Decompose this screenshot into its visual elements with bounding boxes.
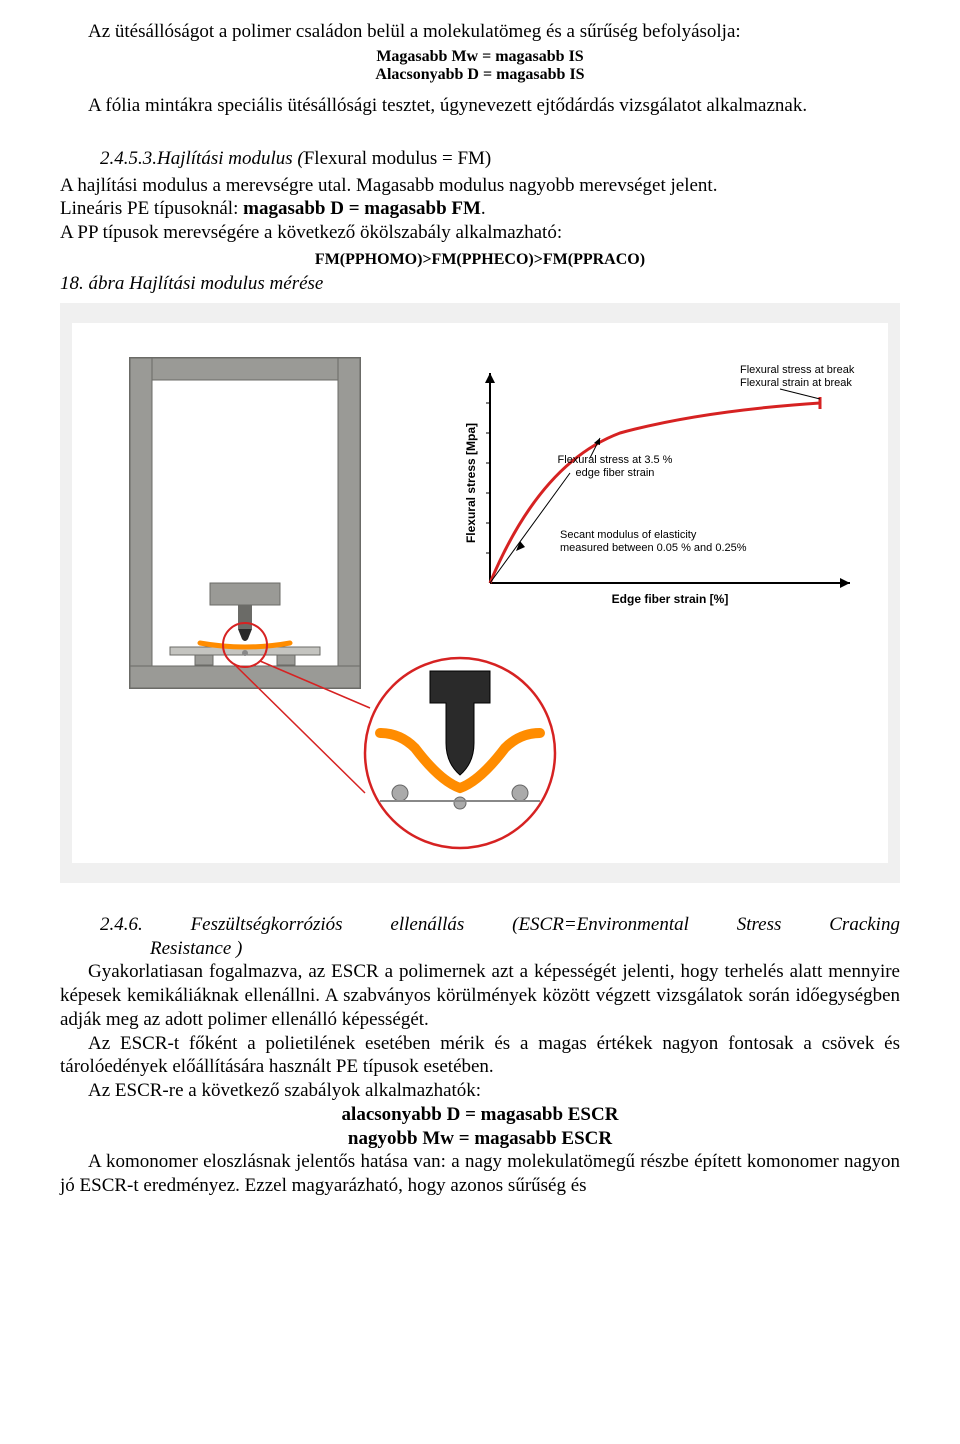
support-foot-left	[195, 655, 213, 665]
figure-18-svg: Flexural stress [Mpa] Edge fiber strain …	[60, 303, 900, 883]
sec246-word-c: (ESCR=Environmental	[512, 913, 689, 937]
paragraph-escr-pe: Az ESCR-t főként a polietilének esetében…	[60, 1032, 900, 1080]
annot3-line1: Secant modulus of elasticity	[560, 529, 697, 541]
paragraph-dart-test: A fólia mintákra speciális ütésállósági …	[60, 94, 900, 118]
annot2-line2: Flexural strain at break	[740, 377, 852, 389]
detail-ball-left	[392, 785, 408, 801]
escr-rule-2: nagyobb Mw = magasabb ESCR	[60, 1127, 900, 1151]
impact-rules-block: Magasabb Mw = magasabb IS Alacsonyabb D …	[60, 48, 900, 84]
paragraph-impact-intro: Az ütésállóságot a polimer családon belü…	[60, 20, 900, 44]
detail-ball-right	[512, 785, 528, 801]
frame-bottom	[130, 666, 360, 688]
frame-right	[338, 358, 360, 688]
section-number: 2.4.5.3.	[100, 148, 157, 169]
section-title-plain: Flexural modulus = FM)	[304, 148, 492, 169]
annot1-line2: edge fiber strain	[576, 467, 655, 479]
sec246-num: 2.4.6.	[100, 913, 143, 937]
escr-rule-1: alacsonyabb D = magasabb ESCR	[60, 1103, 900, 1127]
chart-xlabel: Edge fiber strain [%]	[612, 592, 729, 606]
paragraph-pe-rule: Lineáris PE típusoknál: magasabb D = mag…	[60, 197, 900, 221]
apparatus-group	[130, 358, 360, 688]
section-2453-title: 2.4.5.3.Hajlítási modulus (Flexural modu…	[60, 148, 900, 170]
indenter-shaft	[238, 605, 252, 629]
paragraph-escr-def: Gyakorlatiasan fogalmazva, az ESCR a pol…	[60, 960, 900, 1031]
section-246-block: 2.4.6. Feszültségkorróziós ellenállás (E…	[60, 913, 900, 961]
escr-rules-block: alacsonyabb D = magasabb ESCR nagyobb Mw…	[60, 1103, 900, 1151]
sec246-word-a: Feszültségkorróziós	[191, 913, 343, 937]
paragraph-escr-rules-intro: Az ESCR-re a következő szabályok alkalma…	[60, 1079, 900, 1103]
crosshead	[210, 583, 280, 605]
annot1-line1: Flexural stress at 3.5 %	[558, 454, 673, 466]
annot3-line2: measured between 0.05 % and 0.25%	[560, 542, 747, 554]
paragraph-fm-desc: A hajlítási modulus a merevségre utal. M…	[60, 174, 900, 198]
fm-ordering-formula: FM(PPHOMO)>FM(PPHECO)>FM(PPRACO)	[60, 251, 900, 269]
paragraph-comonomer: A komonomer eloszlásnak jelentős hatása …	[60, 1150, 900, 1198]
rule-d-is: Alacsonyabb D = magasabb IS	[60, 66, 900, 84]
annot2-line1: Flexural stress at break	[740, 364, 855, 376]
rule-mw-is: Magasabb Mw = magasabb IS	[60, 48, 900, 66]
sec246-word-b: ellenállás	[390, 913, 464, 937]
figure-18-caption: 18. ábra Hajlítási modulus mérése	[60, 273, 900, 295]
support-foot-right	[277, 655, 295, 665]
chart-ylabel: Flexural stress [Mpa]	[464, 423, 478, 543]
sec246-word-e: Cracking	[829, 913, 900, 937]
sec246-word-d: Stress	[737, 913, 782, 937]
sec246-word-f: Resistance )	[60, 937, 900, 961]
paragraph-pp-rule-intro: A PP típusok merevségére a következő ökö…	[60, 221, 900, 245]
detail-ball-center	[454, 797, 466, 809]
frame-top	[130, 358, 360, 380]
frame-left	[130, 358, 152, 688]
support-ball-left-small	[242, 650, 248, 656]
section-title-italic: Hajlítási modulus (	[157, 148, 304, 169]
figure-18-container: Flexural stress [Mpa] Edge fiber strain …	[60, 303, 900, 883]
